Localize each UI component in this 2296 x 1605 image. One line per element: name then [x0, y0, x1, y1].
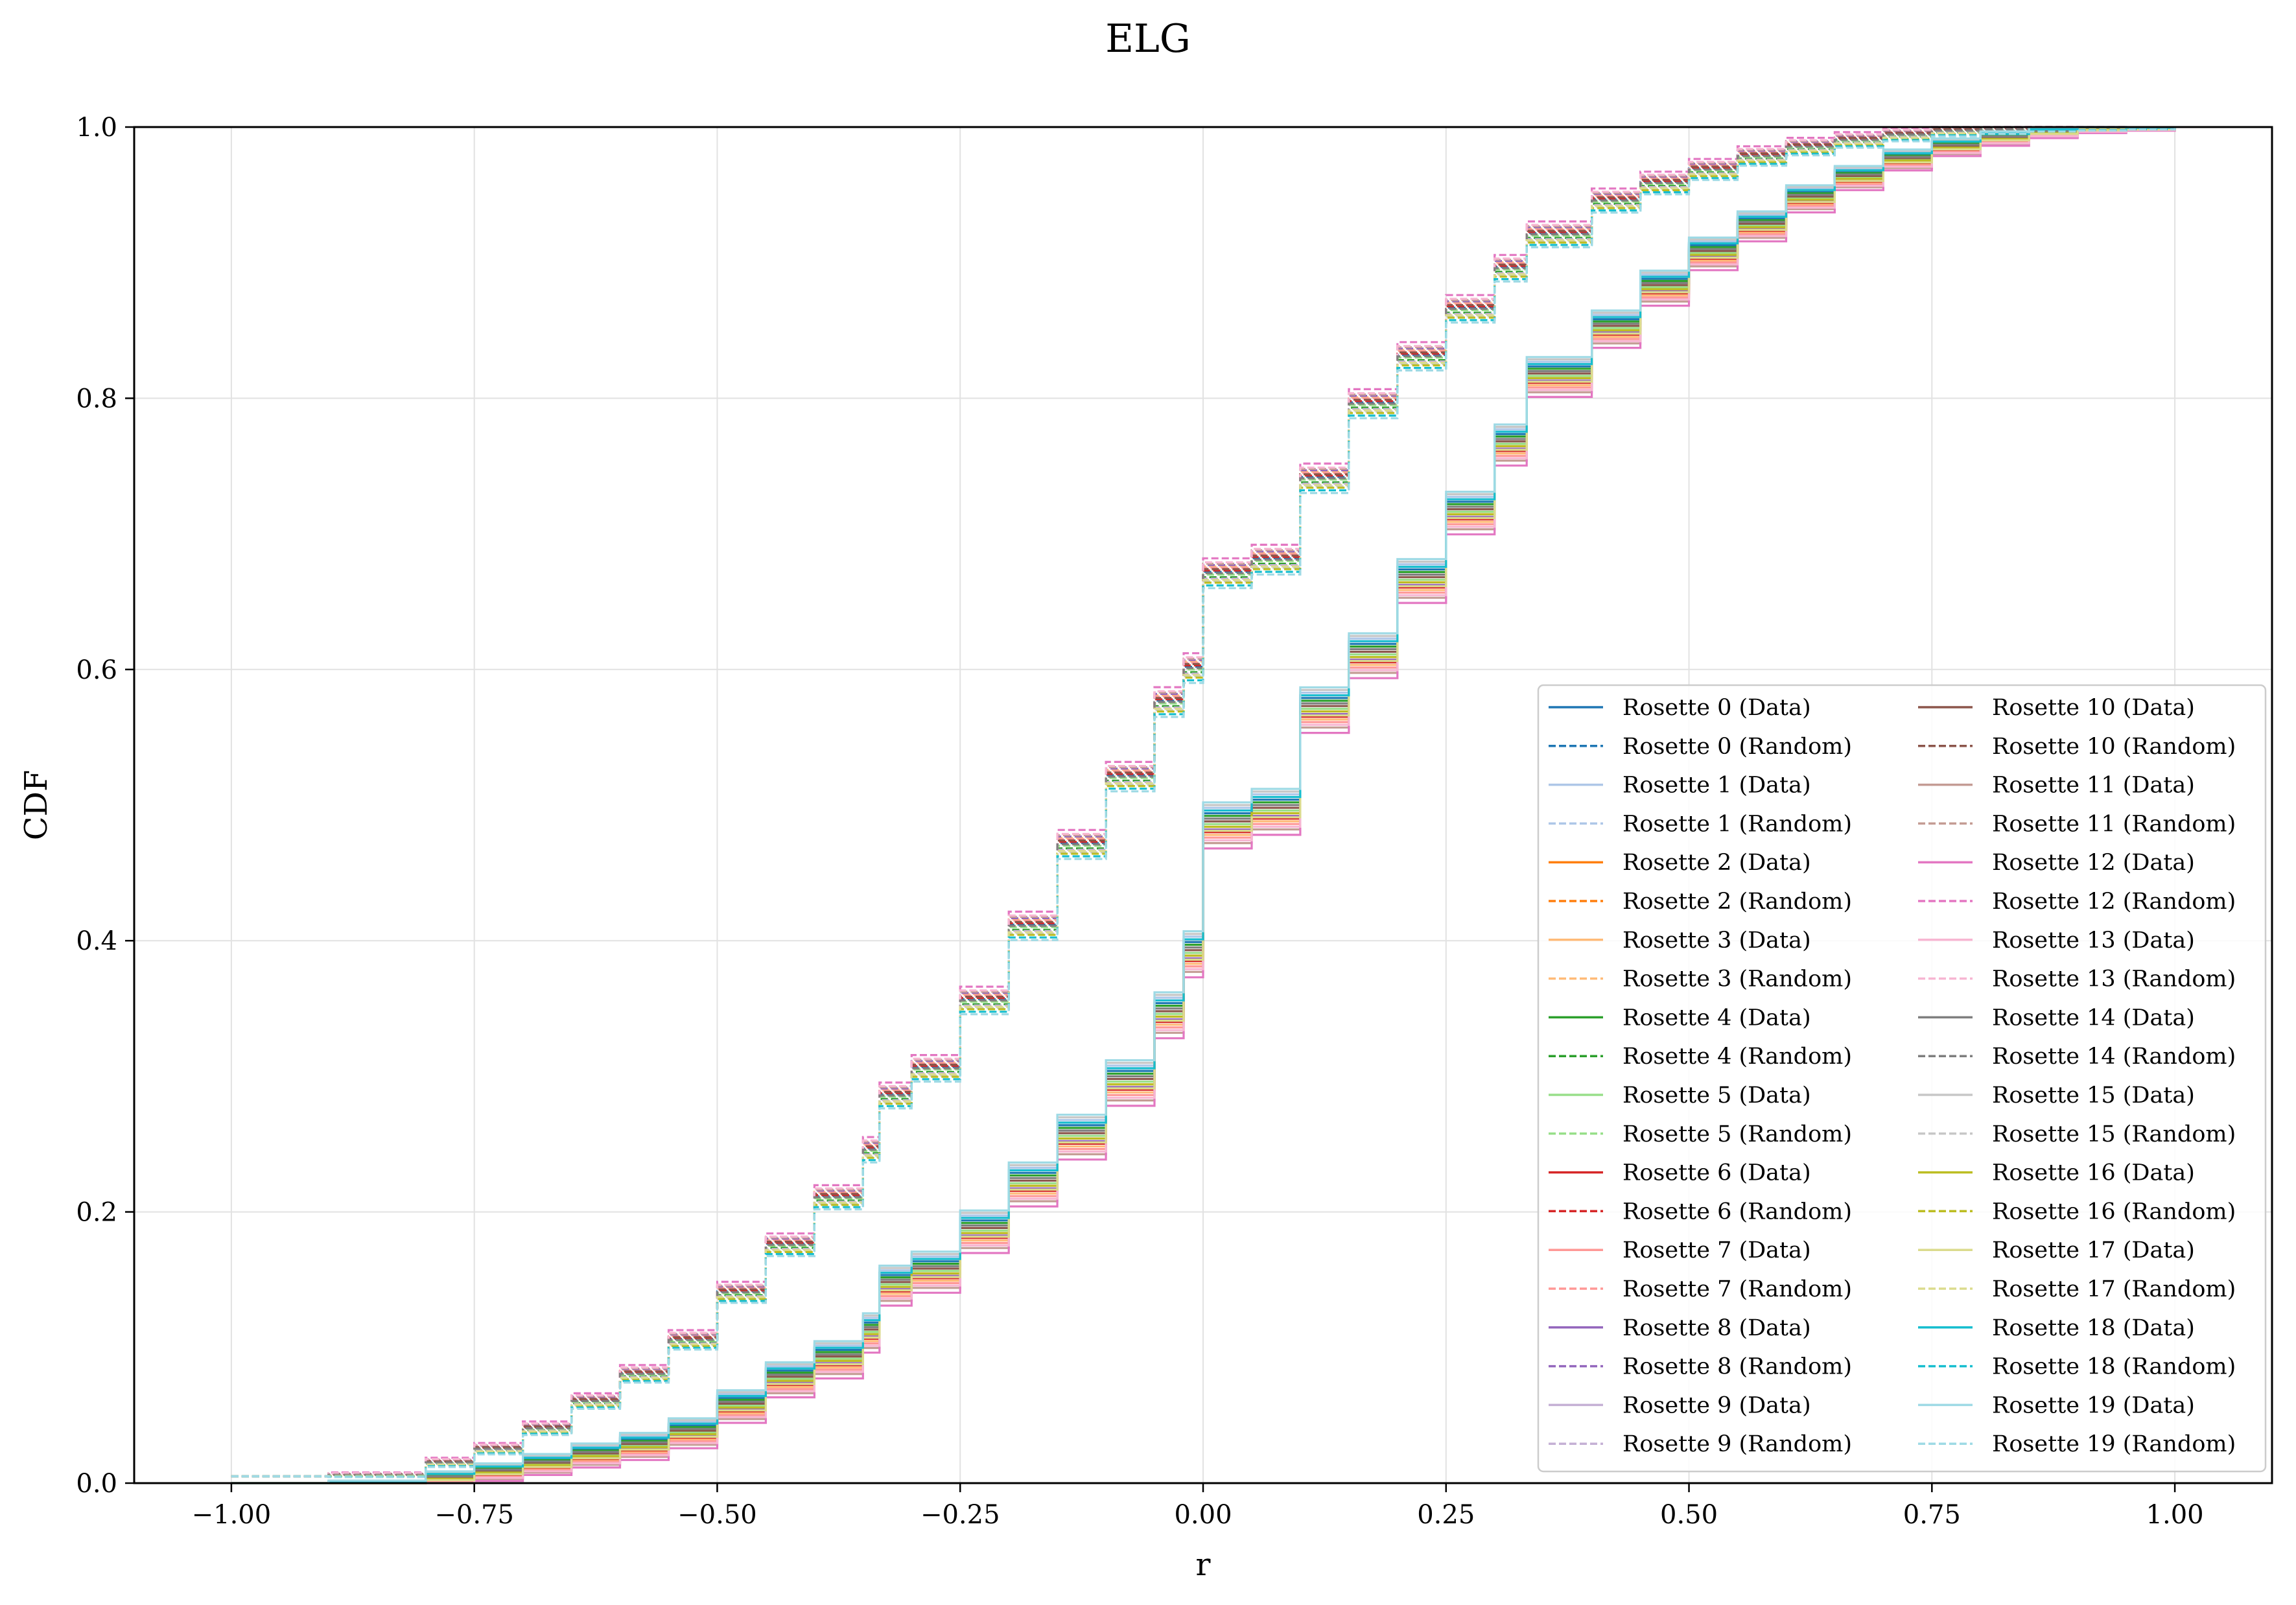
legend-label: Rosette 3 (Random) [1622, 967, 1852, 992]
legend-label: Rosette 1 (Data) [1622, 773, 1811, 799]
y-axis-label: CDF [18, 770, 54, 841]
legend-label: Rosette 14 (Random) [1992, 1044, 2236, 1070]
legend-label: Rosette 19 (Data) [1992, 1392, 2195, 1418]
series-line [231, 127, 2176, 1479]
y-axis: 0.0 0.2 0.4 0.6 0.8 1.0 [76, 113, 134, 1499]
legend-label: Rosette 10 (Random) [1992, 734, 2236, 760]
legend-label: Rosette 15 (Random) [1992, 1121, 2236, 1147]
legend-label: Rosette 12 (Random) [1992, 889, 2236, 915]
x-tick-label: 0.50 [1660, 1500, 1718, 1530]
legend-label: Rosette 13 (Data) [1992, 928, 2195, 954]
series-line [231, 126, 2176, 1478]
y-tick-label: 0.8 [76, 384, 117, 414]
legend-label: Rosette 5 (Data) [1622, 1083, 1811, 1108]
legend-label: Rosette 11 (Random) [1992, 811, 2236, 837]
x-tick-label: 0.75 [1903, 1500, 1961, 1530]
legend-label: Rosette 18 (Random) [1992, 1354, 2236, 1380]
y-tick-label: 0.0 [76, 1469, 117, 1499]
legend-label: Rosette 6 (Random) [1622, 1199, 1852, 1224]
legend-label: Rosette 19 (Random) [1992, 1431, 2236, 1457]
legend-label: Rosette 2 (Random) [1622, 889, 1852, 915]
y-tick-label: 0.4 [76, 926, 117, 956]
legend-label: Rosette 7 (Random) [1622, 1276, 1852, 1302]
legend-label: Rosette 14 (Data) [1992, 1005, 2195, 1031]
x-tick-label: −0.25 [920, 1500, 1000, 1530]
x-tick-label: −0.50 [677, 1500, 757, 1530]
x-tick-label: −1.00 [192, 1500, 272, 1530]
legend-label: Rosette 12 (Data) [1992, 850, 2195, 876]
y-tick-label: 0.6 [76, 655, 117, 685]
series-line [231, 126, 2176, 1484]
legend-label: Rosette 8 (Data) [1622, 1315, 1811, 1341]
legend-label: Rosette 16 (Data) [1992, 1160, 2195, 1186]
x-axis: −1.00 −0.75 −0.50 −0.25 0.00 0.25 0.50 0.75 1.00 [192, 1483, 2204, 1530]
legend-label: Rosette 9 (Random) [1622, 1431, 1852, 1457]
legend-label: Rosette 8 (Random) [1622, 1354, 1852, 1380]
chart-title: ELG [1105, 16, 1191, 62]
legend-label: Rosette 11 (Data) [1992, 773, 2195, 799]
legend-label: Rosette 15 (Data) [1992, 1083, 2195, 1108]
legend-label: Rosette 3 (Data) [1622, 928, 1811, 954]
legend-label: Rosette 4 (Random) [1622, 1044, 1852, 1070]
legend-label: Rosette 17 (Random) [1992, 1276, 2236, 1302]
x-tick-label: 1.00 [2146, 1500, 2204, 1530]
legend-label: Rosette 0 (Data) [1622, 695, 1811, 721]
legend-box [1537, 684, 2267, 1473]
legend-label: Rosette 18 (Data) [1992, 1315, 2195, 1341]
legend-label: Rosette 6 (Data) [1622, 1160, 1811, 1186]
legend-label: Rosette 16 (Random) [1992, 1199, 2236, 1224]
legend-label: Rosette 17 (Data) [1992, 1237, 2195, 1263]
x-tick-label: −0.75 [434, 1500, 514, 1530]
legend-label: Rosette 10 (Data) [1992, 695, 2195, 721]
legend-label: Rosette 13 (Random) [1992, 967, 2236, 992]
x-axis-label: r [1196, 1547, 1211, 1583]
series-layer [231, 126, 2176, 1484]
legend: Rosette 0 (Data) Rosette 0 (Random) Rosett… [1537, 684, 2267, 1473]
legend-label: Rosette 4 (Data) [1622, 1005, 1811, 1031]
x-tick-label: 0.00 [1174, 1500, 1232, 1530]
legend-label: Rosette 5 (Random) [1622, 1121, 1852, 1147]
y-tick-label: 1.0 [76, 113, 117, 143]
legend-label: Rosette 2 (Data) [1622, 850, 1811, 876]
legend-label: Rosette 7 (Data) [1622, 1237, 1811, 1263]
legend-label: Rosette 0 (Random) [1622, 734, 1852, 760]
y-tick-label: 0.2 [76, 1198, 117, 1228]
legend-label: Rosette 9 (Data) [1622, 1392, 1811, 1418]
x-tick-label: 0.25 [1417, 1500, 1475, 1530]
legend-label: Rosette 1 (Random) [1622, 811, 1852, 837]
